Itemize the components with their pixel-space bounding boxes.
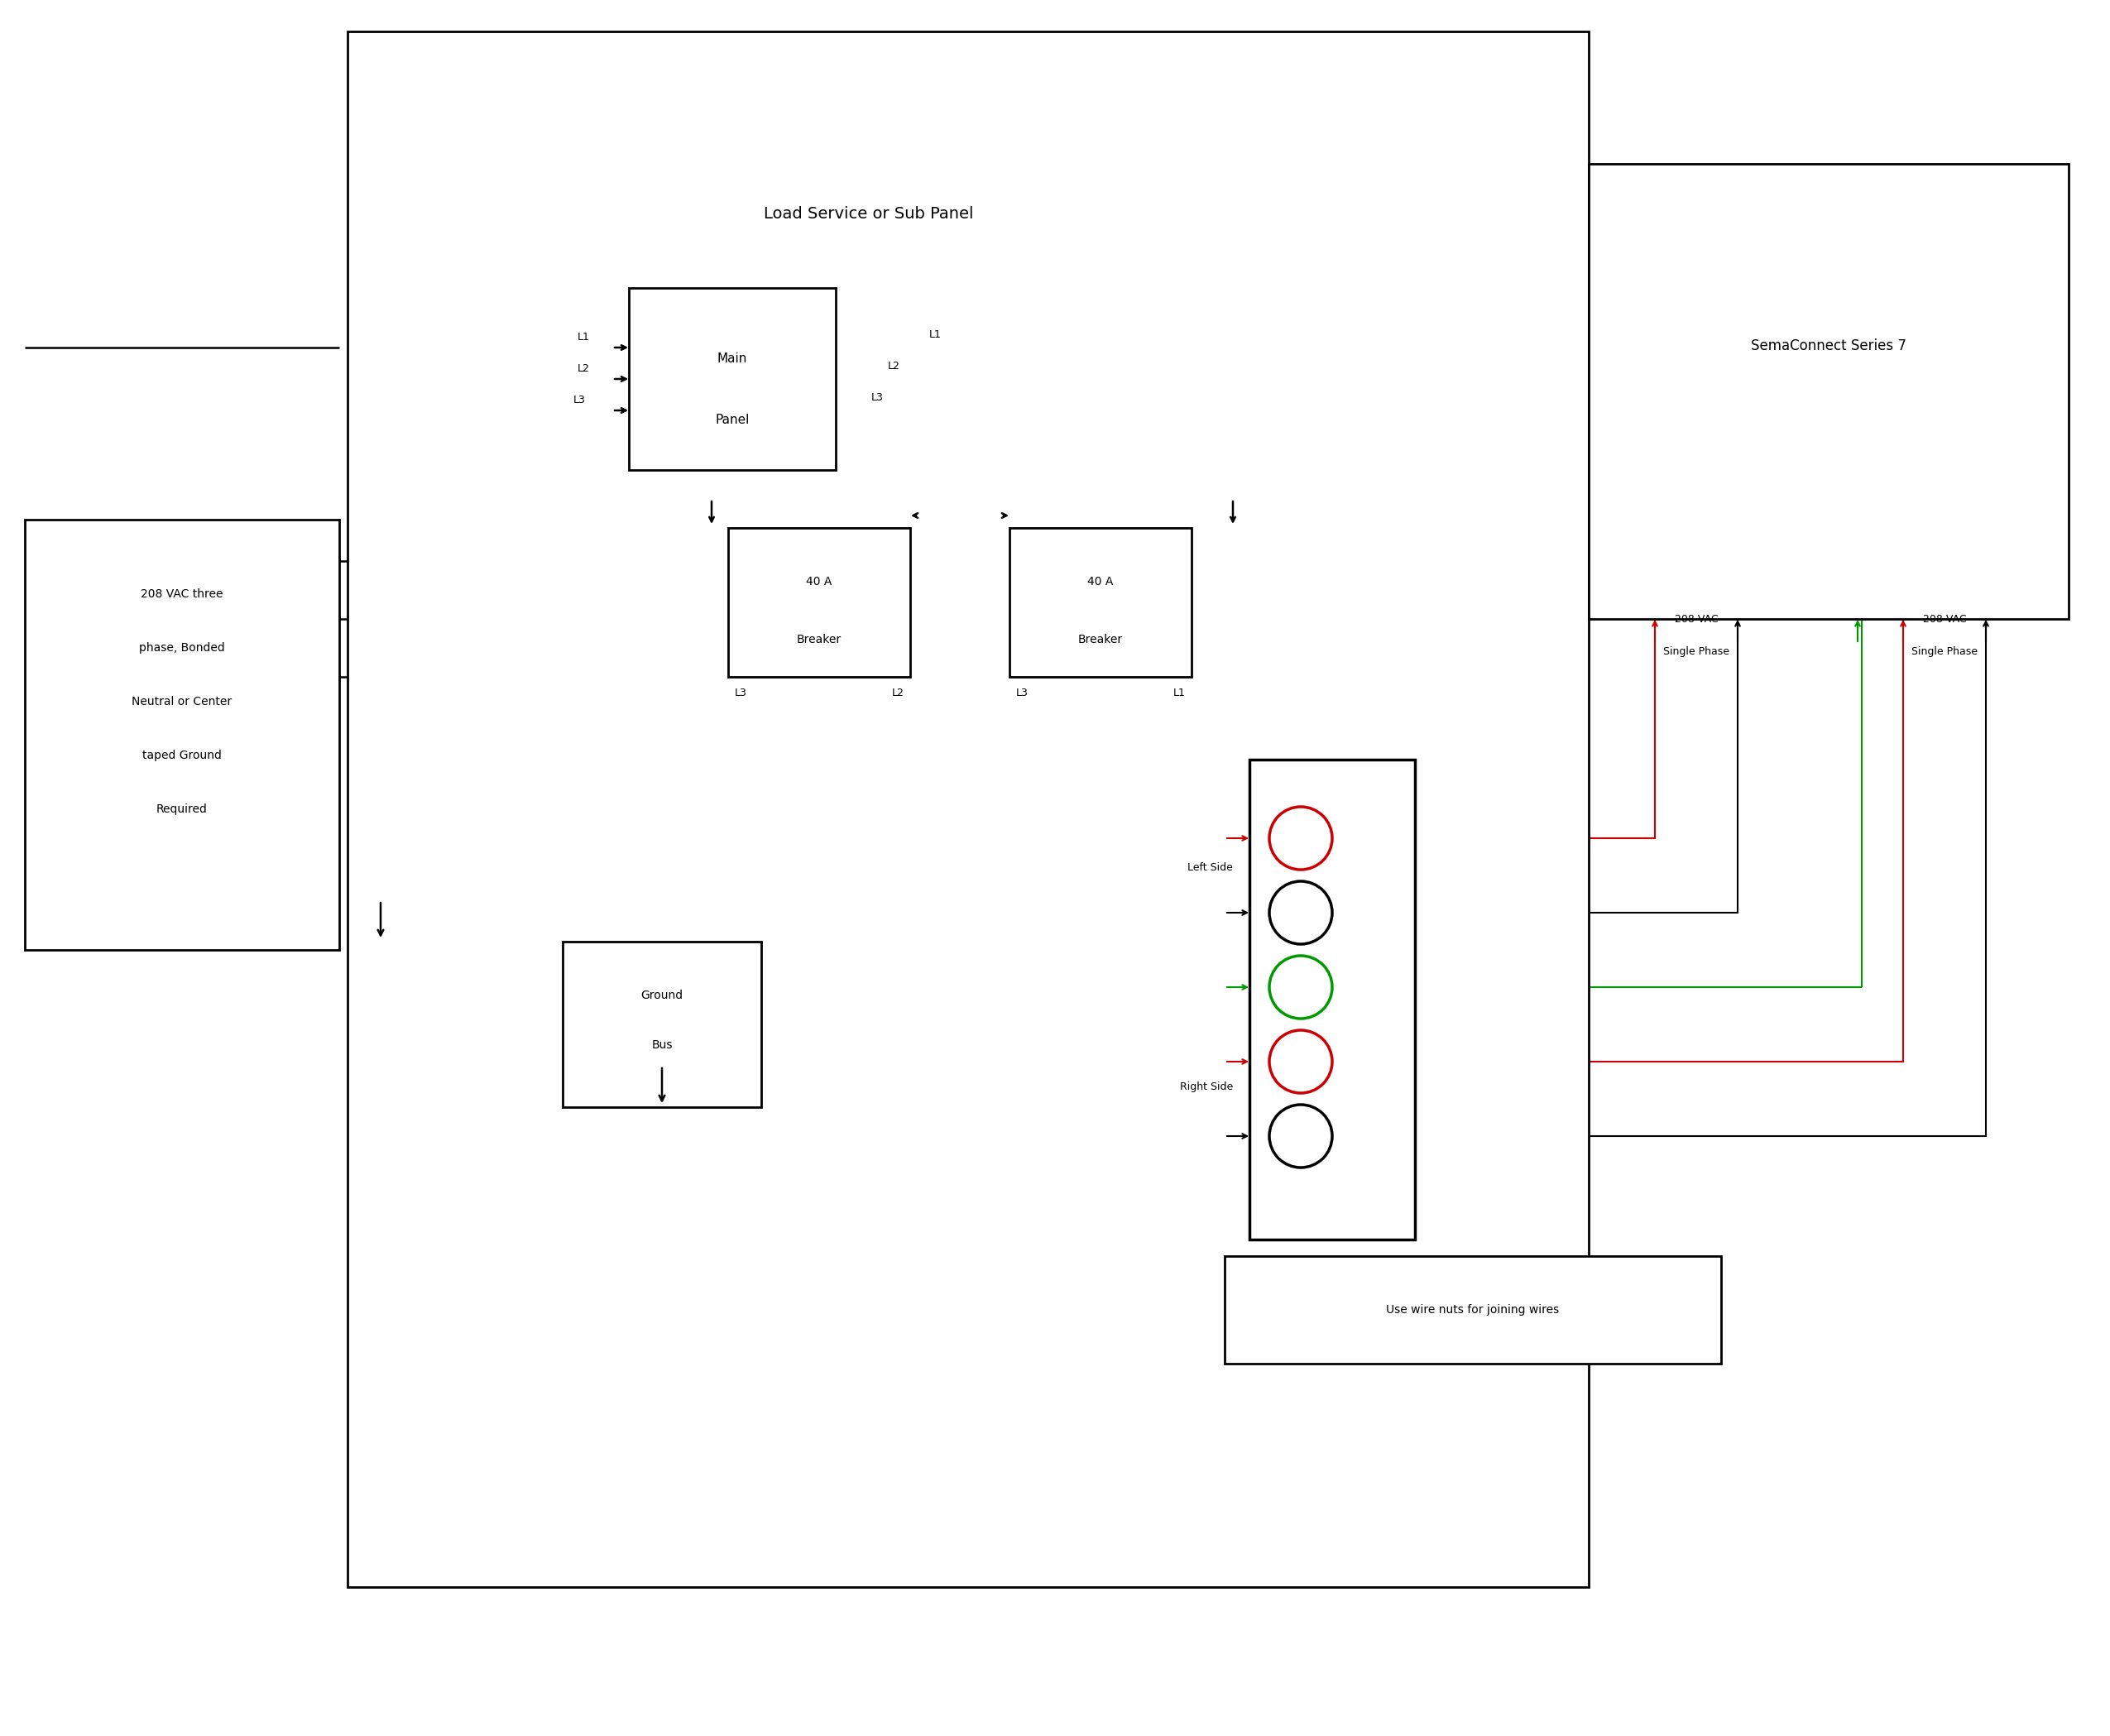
Text: Ground: Ground: [641, 990, 684, 1002]
Text: SemaConnect Series 7: SemaConnect Series 7: [1751, 339, 1907, 354]
Bar: [1009, 528, 1192, 677]
Text: 208 VAC: 208 VAC: [1675, 613, 1718, 625]
Text: L3: L3: [1015, 687, 1028, 700]
Text: L2: L2: [578, 363, 589, 375]
Text: Breaker: Breaker: [1078, 634, 1123, 646]
Text: 208 VAC three: 208 VAC three: [141, 589, 224, 601]
Text: 40 A: 40 A: [806, 576, 831, 587]
Bar: [25, 519, 340, 950]
Text: Breaker: Breaker: [798, 634, 842, 646]
Circle shape: [1270, 957, 1331, 1019]
Text: Required: Required: [156, 804, 207, 814]
Bar: [1224, 1257, 1722, 1364]
Bar: [348, 31, 1589, 1587]
Bar: [563, 941, 762, 1108]
Text: Use wire nuts for joining wires: Use wire nuts for joining wires: [1386, 1304, 1559, 1316]
Text: L1: L1: [1173, 687, 1186, 700]
Text: Main: Main: [717, 352, 747, 365]
Text: Bus: Bus: [652, 1040, 673, 1050]
Text: 208 VAC: 208 VAC: [1922, 613, 1967, 625]
Text: L2: L2: [888, 361, 899, 372]
Text: Load Service or Sub Panel: Load Service or Sub Panel: [764, 205, 973, 222]
Text: phase, Bonded: phase, Bonded: [139, 642, 226, 654]
Text: L2: L2: [893, 687, 903, 700]
Text: 40 A: 40 A: [1087, 576, 1114, 587]
Text: L1: L1: [578, 332, 589, 344]
Bar: [1589, 163, 2068, 620]
Text: L3: L3: [734, 687, 747, 700]
Bar: [728, 528, 909, 677]
Text: Left Side: Left Side: [1188, 861, 1232, 873]
Text: L3: L3: [574, 396, 584, 406]
Text: Panel: Panel: [715, 415, 749, 427]
Text: Right Side: Right Side: [1179, 1082, 1232, 1092]
Circle shape: [1270, 882, 1331, 944]
Text: Single Phase: Single Phase: [1663, 646, 1730, 658]
Text: taped Ground: taped Ground: [141, 750, 222, 762]
Text: L1: L1: [928, 330, 941, 340]
Text: Neutral or Center: Neutral or Center: [133, 696, 232, 708]
Text: Single Phase: Single Phase: [1912, 646, 1977, 658]
Circle shape: [1270, 807, 1331, 870]
Circle shape: [1270, 1104, 1331, 1168]
Circle shape: [1270, 1029, 1331, 1094]
Bar: [1249, 760, 1416, 1240]
Bar: [629, 288, 836, 470]
Text: L3: L3: [871, 392, 884, 403]
